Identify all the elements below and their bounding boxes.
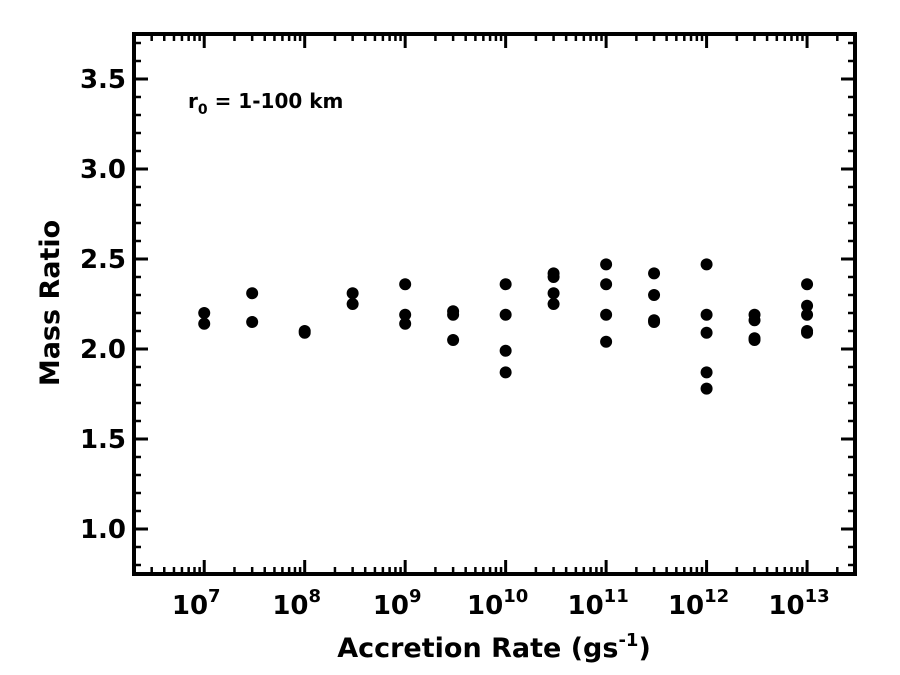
data-point <box>801 326 814 339</box>
data-point <box>399 308 412 321</box>
data-point <box>346 298 359 310</box>
data-point <box>700 308 713 321</box>
data-point <box>748 334 761 346</box>
y-tick-labels: 1.0 1.5 2.0 2.5 3.0 3.5 <box>80 65 126 545</box>
x-tick-label: 1011 <box>567 586 628 621</box>
y-tick-label: 1.5 <box>80 425 126 455</box>
x-tick-label: 109 <box>373 586 422 621</box>
x-axis-label: Accretion Rate (gs-1) <box>337 630 651 664</box>
data-point <box>547 287 560 300</box>
x-tick-label: 107 <box>172 586 221 621</box>
data-point <box>499 366 512 379</box>
x-tick-label: 108 <box>272 586 321 621</box>
data-point <box>600 258 613 271</box>
x-tick-labels: 107 108 109 1010 1011 1012 1013 <box>172 586 830 621</box>
data-point <box>399 278 412 291</box>
x-tick-label: 1013 <box>768 586 829 621</box>
x-axis-label-superscript: -1 <box>618 630 638 651</box>
data-point <box>246 316 259 328</box>
y-tick-label: 3.0 <box>80 155 126 185</box>
annotation-main: r <box>188 89 198 113</box>
data-point <box>600 278 613 291</box>
data-point <box>801 278 814 291</box>
y-tick-label: 3.5 <box>80 65 126 95</box>
data-point <box>499 344 512 357</box>
data-point <box>298 326 311 339</box>
data-point <box>499 278 512 291</box>
x-tick-label: 1010 <box>467 586 528 621</box>
data-point <box>700 366 713 379</box>
data-point <box>198 317 211 330</box>
data-point <box>198 307 211 319</box>
data-point <box>447 334 460 346</box>
data-point <box>346 287 359 300</box>
y-axis-label: Mass Ratio <box>35 220 66 386</box>
plot-frame <box>132 32 857 576</box>
major-ticks <box>134 34 855 574</box>
data-point <box>801 299 814 312</box>
data-point <box>600 308 613 321</box>
data-point <box>700 382 713 395</box>
y-tick-label: 2.0 <box>80 335 126 365</box>
annotation-rest: = 1-100 km <box>208 89 344 113</box>
data-point <box>246 287 259 300</box>
data-point <box>547 271 560 283</box>
y-tick-label: 2.5 <box>80 245 126 275</box>
data-point <box>447 308 460 321</box>
data-point <box>801 308 814 321</box>
data-point <box>600 335 613 348</box>
annotation-subscript: 0 <box>198 102 208 118</box>
data-point <box>648 316 661 328</box>
data-point <box>499 308 512 321</box>
x-axis-label-text: Accretion Rate (gs <box>337 633 618 664</box>
data-point <box>399 317 412 330</box>
y-tick-label: 1.0 <box>80 515 126 545</box>
x-tick-label: 1012 <box>668 586 729 621</box>
data-point <box>648 289 661 301</box>
data-point <box>648 267 661 280</box>
x-axis-label-end: ) <box>638 633 650 664</box>
data-points <box>198 258 814 395</box>
data-point <box>700 326 713 339</box>
data-point <box>700 258 713 271</box>
annotation: r0 = 1-100 km <box>188 89 343 118</box>
minor-ticks <box>132 34 857 574</box>
data-point <box>748 314 761 327</box>
data-point <box>547 298 560 310</box>
